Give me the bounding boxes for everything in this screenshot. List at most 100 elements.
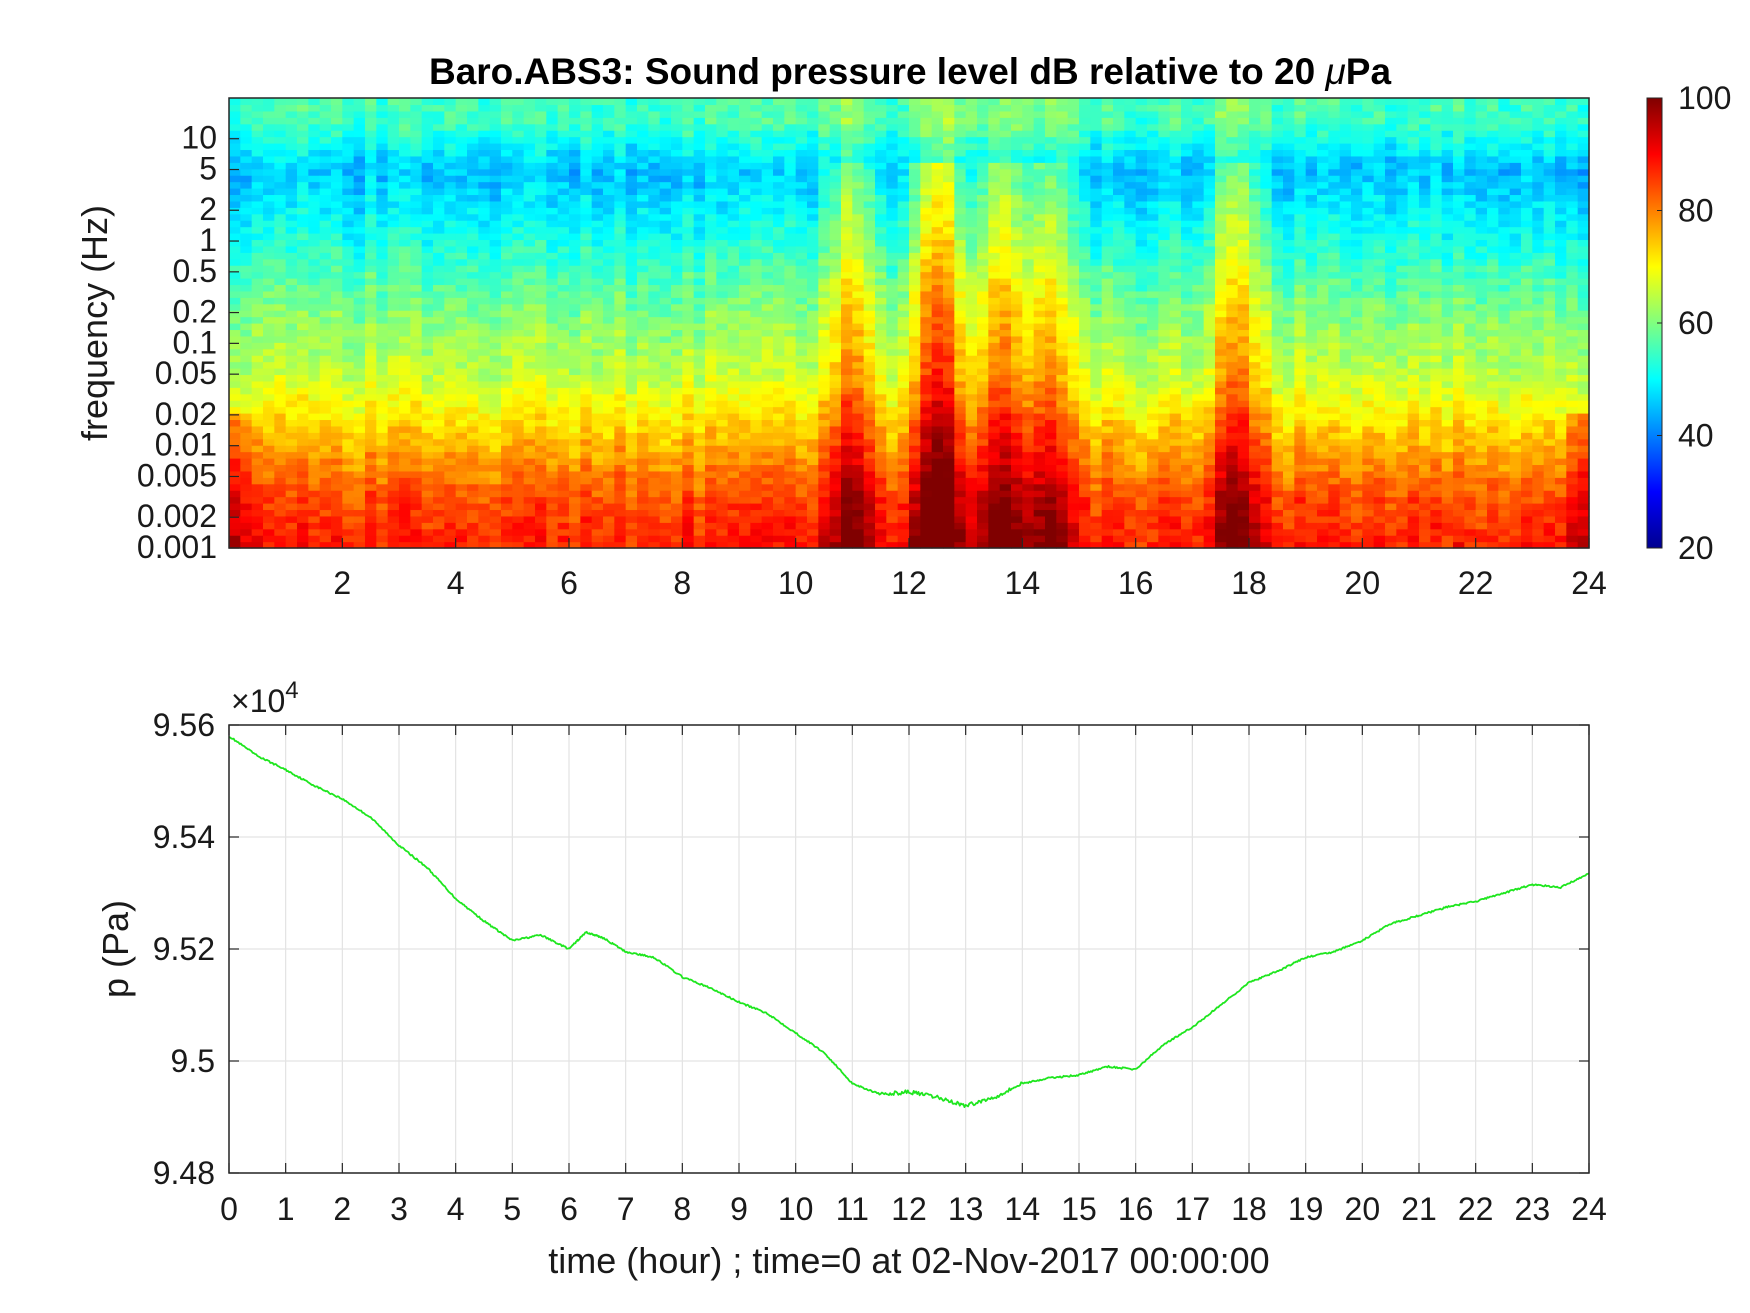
heatmap-cell [376,104,389,112]
heatmap-cell [603,284,615,292]
heatmap-cell [909,477,921,485]
heatmap-cell [841,213,853,221]
heatmap-cell [523,168,536,176]
heatmap-cell [761,233,774,241]
heatmap-cell [455,445,468,453]
heatmap-cell [988,188,1001,196]
heatmap-cell [637,419,649,427]
heatmap-cell [739,490,751,498]
heatmap-cell [988,239,1001,247]
heatmap-cell [965,181,978,189]
heatmap-cell [285,181,298,189]
heatmap-cell [1022,265,1035,273]
heatmap-cell [421,393,434,401]
heatmap-cell [977,213,989,221]
heatmap-cell [909,155,921,163]
heatmap-cell [319,464,332,472]
heatmap-cell [285,361,298,369]
heatmap-cell [761,303,774,311]
heatmap-cell [342,323,355,331]
heatmap-cell [523,368,536,376]
heatmap-cell [671,233,683,241]
heatmap-cell [614,316,627,324]
heatmap-cell [580,155,593,163]
heatmap-cell [920,207,933,215]
heatmap-cell [761,188,774,196]
heatmap-cell [229,226,241,234]
heatmap-cell [399,130,411,138]
heatmap-cell [875,213,887,221]
heatmap-cell [410,323,423,331]
heatmap-cell [671,110,683,118]
heatmap-cell [886,233,899,241]
heatmap-cell [682,188,695,196]
heatmap-cell [274,503,287,511]
heatmap-cell [637,290,649,298]
heatmap-cell [229,123,241,131]
heatmap-cell [535,98,547,106]
heatmap-cell [319,348,332,356]
heatmap-cell [501,374,513,382]
heatmap-cell [274,168,287,176]
heatmap-cell [399,245,411,253]
heatmap-cell [977,207,989,215]
heatmap-cell [467,258,479,266]
heatmap-cell [716,149,729,157]
heatmap-cell [886,535,899,543]
heatmap-cell [603,458,615,466]
heatmap-cell [693,445,706,453]
heatmap-cell [297,348,309,356]
heatmap-cell [297,406,309,414]
heatmap-cell [240,458,253,466]
heatmap-cell [716,445,729,453]
heatmap-cell [863,438,876,446]
heatmap-cell [693,181,706,189]
heatmap-cell [523,188,536,196]
heatmap-cell [648,98,661,106]
heatmap-cell [421,335,434,343]
heatmap-cell [625,162,638,170]
heatmap-cell [920,413,933,421]
heatmap-cell [931,239,944,247]
heatmap-cell [659,239,672,247]
heatmap-cell [773,425,785,433]
heatmap-cell [1033,425,1046,433]
heatmap-cell [353,123,366,131]
heatmap-cell [716,348,729,356]
heatmap-cell [625,143,638,151]
heatmap-cell [455,361,468,369]
heatmap-cell [739,380,751,388]
heatmap-cell [682,213,695,221]
heatmap-cell [365,535,377,543]
heatmap-cell [659,458,672,466]
heatmap-cell [784,335,797,343]
heatmap-cell [455,387,468,395]
heatmap-cell [705,98,717,106]
heatmap-cell [818,470,831,478]
heatmap-cell [1022,220,1035,228]
heatmap-cell [387,400,400,408]
heatmap-cell [943,303,955,311]
heatmap-cell [943,207,955,215]
heatmap-cell [954,483,967,491]
heatmap-cell [501,400,513,408]
heatmap-cell [920,528,933,536]
heatmap-cell [455,252,468,260]
heatmap-cell [342,432,355,440]
heatmap-cell [693,355,706,363]
heatmap-cell [1011,104,1023,112]
heatmap-cell [319,503,332,511]
heatmap-cell [512,535,525,543]
heatmap-cell [478,278,491,286]
heatmap-cell [433,528,445,536]
heatmap-cell [240,355,253,363]
heatmap-cell [263,464,275,472]
heatmap-cell [909,188,921,196]
heatmap-cell [943,515,955,523]
heatmap-cell [875,130,887,138]
heatmap-cell [546,175,559,183]
heatmap-cell [1022,110,1035,118]
heatmap-cell [331,316,343,324]
heatmap-cell [591,310,604,318]
heatmap-cell [920,194,933,202]
